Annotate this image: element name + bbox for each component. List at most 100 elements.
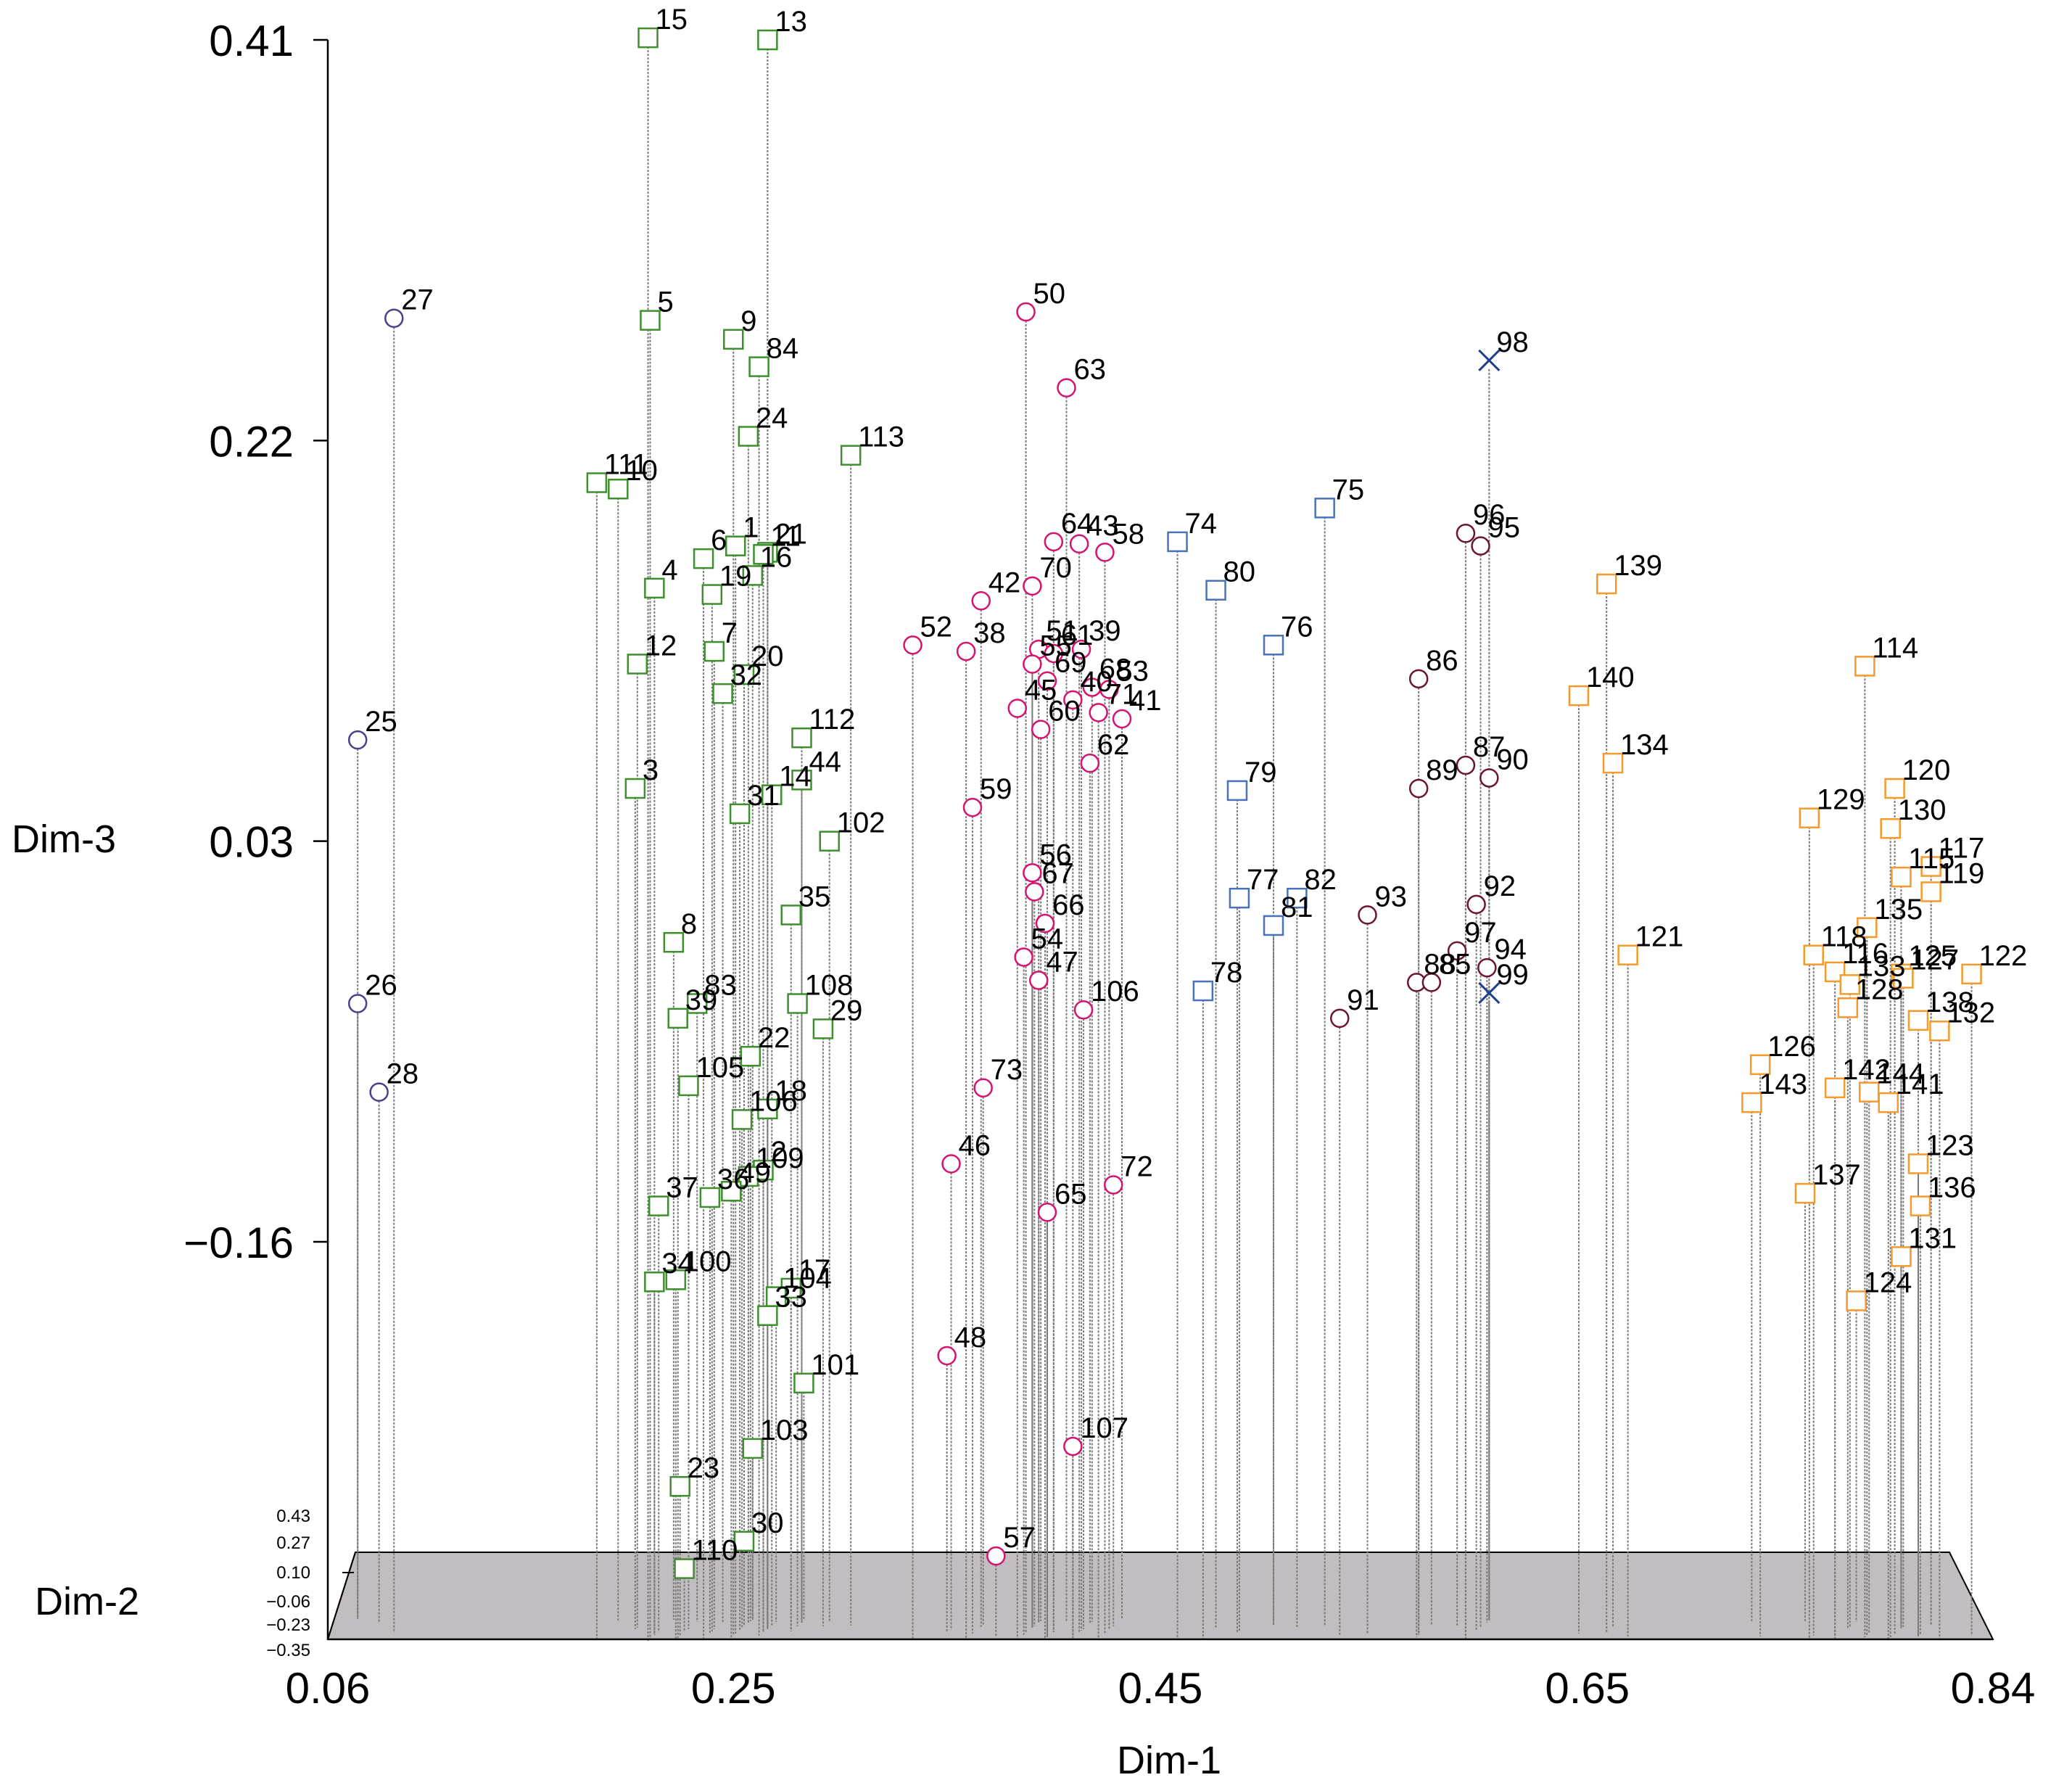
point-marker xyxy=(791,770,812,791)
point-label: 106 xyxy=(1091,976,1139,1008)
point-marker xyxy=(1478,349,1501,371)
point-label: 11 xyxy=(770,520,801,552)
point-marker xyxy=(1330,1008,1350,1029)
point-label: 55 xyxy=(1039,630,1072,662)
point-label: 108 xyxy=(805,970,854,1002)
z-tick-label: 0.43 xyxy=(276,1507,310,1526)
point-label: 135 xyxy=(1874,894,1923,926)
point-marker xyxy=(1920,881,1941,902)
floor-plane xyxy=(326,1552,1994,1640)
point-marker xyxy=(787,993,808,1014)
point-marker xyxy=(1961,963,1982,985)
x-tick-label: 0.06 xyxy=(286,1664,371,1713)
point-marker xyxy=(819,831,840,852)
point-label: 80 xyxy=(1223,556,1256,588)
point-marker xyxy=(986,1546,1006,1566)
point-label: 138 xyxy=(1926,986,1974,1018)
point-marker xyxy=(1891,1246,1912,1267)
point-label: 12 xyxy=(645,630,677,662)
y-tick-label: 0.22 xyxy=(209,417,294,466)
point-marker xyxy=(937,1346,957,1366)
point-marker xyxy=(1447,941,1467,961)
point-label: 10 xyxy=(625,455,658,487)
point-marker xyxy=(1023,576,1042,596)
point-marker xyxy=(1103,1175,1123,1195)
point-label: 48 xyxy=(954,1322,987,1354)
y-ticks: 0.41 0.22 0.03 −0.16 xyxy=(183,17,328,1267)
point-marker xyxy=(1037,671,1057,691)
point-marker xyxy=(712,683,733,704)
point-label: 64 xyxy=(1061,508,1094,540)
point-label: 5 xyxy=(657,287,673,318)
point-marker xyxy=(1884,778,1905,799)
point-label: 35 xyxy=(798,881,831,912)
point-marker xyxy=(731,1109,753,1130)
point-label: 19 xyxy=(719,561,752,593)
point-label: 3 xyxy=(643,754,659,786)
point-label: 136 xyxy=(1928,1172,1976,1204)
point-marker xyxy=(1408,669,1429,689)
point-marker xyxy=(1314,498,1335,519)
point-marker xyxy=(1839,974,1861,995)
point-marker xyxy=(1794,1182,1816,1204)
axes xyxy=(326,40,1993,1641)
point-marker xyxy=(1263,635,1284,656)
point-marker xyxy=(640,310,661,331)
point-marker xyxy=(1089,703,1108,722)
point-marker xyxy=(693,548,714,569)
point-marker xyxy=(644,1271,665,1293)
point-marker xyxy=(347,730,368,750)
point-label: 142 xyxy=(1842,1054,1891,1086)
point-label: 143 xyxy=(1759,1068,1807,1100)
point-marker xyxy=(1857,917,1878,939)
point-marker xyxy=(1749,1054,1771,1076)
point-label: 77 xyxy=(1247,864,1279,896)
point-marker xyxy=(637,27,659,49)
point-marker xyxy=(1456,523,1476,543)
point-marker xyxy=(608,478,629,500)
point-marker xyxy=(686,993,708,1014)
point-label: 59 xyxy=(980,773,1012,805)
x-ticks: 0.06 0.25 0.45 0.65 0.84 xyxy=(286,1664,2036,1713)
point-marker xyxy=(1031,720,1051,739)
point-label: 71 xyxy=(1106,678,1139,710)
point-marker xyxy=(753,544,774,565)
point-label: 114 xyxy=(1872,632,1918,664)
point-marker xyxy=(1880,817,1901,839)
point-label: 116 xyxy=(1842,938,1889,970)
point-marker xyxy=(701,584,723,605)
point-label: 74 xyxy=(1185,508,1218,540)
point-label: 2 xyxy=(770,1136,786,1168)
point-marker xyxy=(627,654,648,675)
point-marker xyxy=(956,641,976,662)
y-tick-label: 0.03 xyxy=(209,818,294,867)
point-marker xyxy=(678,1075,699,1097)
point-label: 100 xyxy=(683,1245,732,1277)
point-marker xyxy=(1037,1203,1057,1222)
point-marker xyxy=(586,472,608,493)
point-label: 25 xyxy=(365,706,397,738)
z-tick-label: 0.10 xyxy=(276,1563,310,1583)
point-marker xyxy=(1421,973,1442,992)
point-marker xyxy=(1479,768,1499,788)
point-label: 131 xyxy=(1908,1222,1957,1254)
point-marker xyxy=(1910,1195,1931,1216)
point-label: 129 xyxy=(1817,784,1865,816)
point-label: 128 xyxy=(1855,973,1904,1005)
point-label: 44 xyxy=(809,746,841,778)
point-marker xyxy=(742,1438,764,1459)
point-label: 94 xyxy=(1494,934,1527,965)
point-label: 127 xyxy=(1910,944,1959,976)
point-label: 88 xyxy=(1424,948,1456,980)
x-axis-title: Dim-1 xyxy=(1117,1739,1221,1782)
point-label: 37 xyxy=(666,1172,698,1204)
point-marker xyxy=(757,29,778,51)
point-label: 8 xyxy=(681,908,697,940)
point-marker xyxy=(742,565,764,586)
point-label: 17 xyxy=(798,1254,831,1286)
point-marker xyxy=(1907,1153,1929,1174)
point-marker xyxy=(1568,685,1590,706)
point-marker xyxy=(1263,915,1284,936)
point-label: 105 xyxy=(696,1052,744,1084)
